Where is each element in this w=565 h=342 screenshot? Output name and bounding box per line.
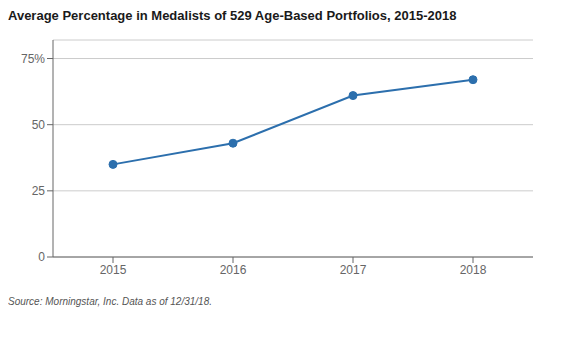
svg-text:2017: 2017 bbox=[340, 263, 367, 277]
svg-text:75%: 75% bbox=[21, 52, 45, 66]
svg-text:2016: 2016 bbox=[220, 263, 247, 277]
svg-text:2018: 2018 bbox=[460, 263, 487, 277]
html-text:Source: Morningstar, Inc. Data: Source: Morningstar, Inc. Data as of 12/… bbox=[8, 296, 212, 307]
svg-text:2015: 2015 bbox=[100, 263, 127, 277]
svg-text:0: 0 bbox=[38, 250, 45, 264]
html-text:Average Percentage in Medalist: Average Percentage in Medalists of 529 A… bbox=[8, 8, 457, 23]
svg-text:50: 50 bbox=[32, 118, 46, 132]
svg-text:25: 25 bbox=[32, 184, 46, 198]
